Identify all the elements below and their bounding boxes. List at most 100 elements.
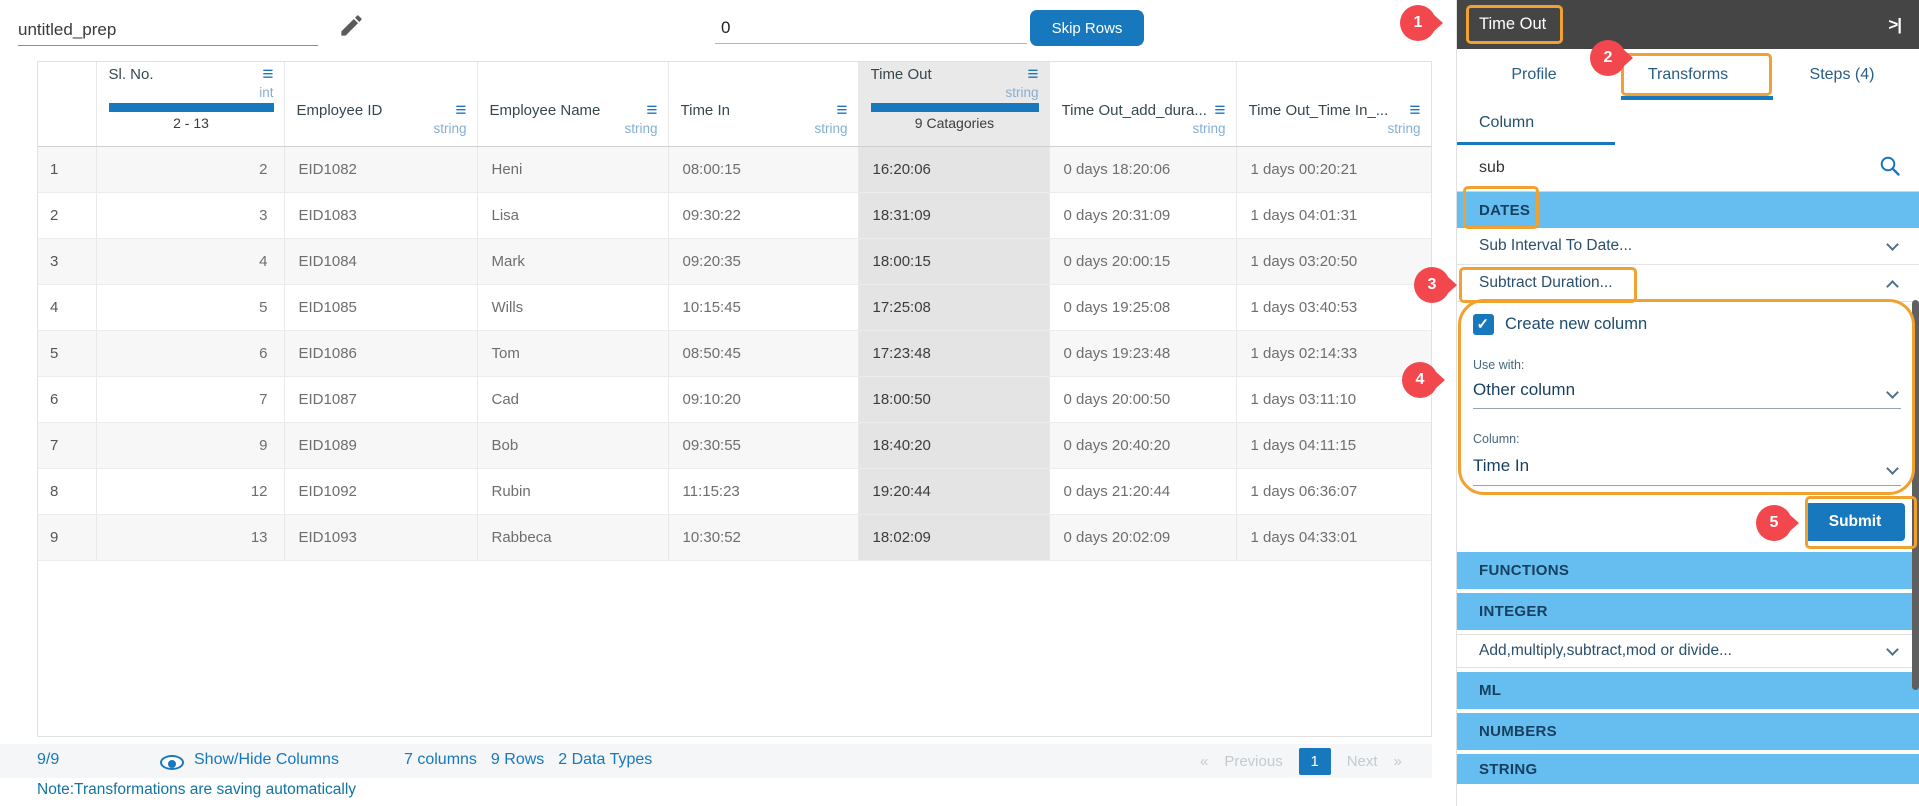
column-header-slno[interactable]: Sl. No. int 2 - 13 [96, 62, 285, 147]
skip-rows-input[interactable] [715, 12, 1027, 44]
show-hide-columns-link[interactable]: Show/Hide Columns [194, 751, 339, 768]
tab-profile[interactable]: Profile [1511, 65, 1557, 83]
column-menu-icon[interactable] [646, 104, 657, 118]
cell-time_out[interactable]: 18:00:15 [858, 238, 1050, 285]
cell-time_out[interactable]: 18:00:50 [858, 376, 1050, 423]
cell-employee_name[interactable]: Wills [477, 284, 669, 331]
column-menu-icon[interactable] [836, 104, 847, 118]
section-ml[interactable]: ML [1457, 672, 1919, 709]
cell-slno[interactable]: 9 [96, 422, 285, 469]
cell-time_out[interactable]: 19:20:44 [858, 468, 1050, 515]
eye-icon[interactable] [160, 755, 184, 770]
transform-sub-interval-to-date[interactable]: Sub Interval To Date... [1457, 228, 1919, 265]
cell-time_out_add_dura[interactable]: 0 days 20:00:50 [1049, 376, 1237, 423]
section-string[interactable]: STRING [1457, 754, 1919, 784]
cell-slno[interactable]: 2 [96, 146, 285, 193]
transform-subtract-duration[interactable]: Subtract Duration... [1457, 265, 1919, 302]
cell-time_out_add_dura[interactable]: 0 days 20:31:09 [1049, 192, 1237, 239]
cell-time_in[interactable]: 10:30:52 [668, 514, 859, 561]
column-header-employee-name[interactable]: Employee Name string [477, 62, 669, 147]
column-header-time-out[interactable]: Time Out string 9 Catagories [858, 62, 1050, 147]
cell-slno[interactable]: 7 [96, 376, 285, 423]
cell-slno[interactable]: 5 [96, 284, 285, 331]
cell-time_in[interactable]: 09:30:22 [668, 192, 859, 239]
column-menu-icon[interactable] [1027, 68, 1038, 82]
cell-employee_id[interactable]: EID1092 [284, 468, 478, 515]
tab-transforms[interactable]: Transforms [1647, 65, 1729, 83]
cell-employee_id[interactable]: EID1089 [284, 422, 478, 469]
cell-time_in[interactable]: 09:10:20 [668, 376, 859, 423]
last-page-arrow[interactable]: » [1393, 753, 1402, 770]
cell-time_out[interactable]: 16:20:06 [858, 146, 1050, 193]
cell-slno[interactable]: 6 [96, 330, 285, 377]
cell-time_in[interactable]: 09:20:35 [668, 238, 859, 285]
cell-time_in[interactable]: 08:50:45 [668, 330, 859, 377]
cell-employee_name[interactable]: Tom [477, 330, 669, 377]
transform-add-multiply[interactable]: Add,multiply,subtract,mod or divide... [1457, 634, 1919, 668]
cell-employee_name[interactable]: Cad [477, 376, 669, 423]
cell-time_out[interactable]: 18:40:20 [858, 422, 1050, 469]
cell-employee_id[interactable]: EID1085 [284, 284, 478, 331]
column-menu-icon[interactable] [1409, 104, 1420, 118]
cell-time_out_time_in[interactable]: 1 days 03:11:10 [1236, 376, 1431, 423]
cell-slno[interactable]: 12 [96, 468, 285, 515]
search-input[interactable] [1479, 159, 1879, 177]
column-menu-icon[interactable] [262, 68, 273, 82]
cell-time_out_time_in[interactable]: 1 days 00:20:21 [1236, 146, 1431, 193]
prep-name-input[interactable] [18, 14, 318, 46]
cell-time_out[interactable]: 18:02:09 [858, 514, 1050, 561]
cell-time_out_add_dura[interactable]: 0 days 18:20:06 [1049, 146, 1237, 193]
cell-employee_name[interactable]: Lisa [477, 192, 669, 239]
cell-time_out[interactable]: 17:23:48 [858, 330, 1050, 377]
column-header-time-out-add-dura[interactable]: Time Out_add_dura... string [1049, 62, 1237, 147]
cell-time_out_add_dura[interactable]: 0 days 20:00:15 [1049, 238, 1237, 285]
collapse-panel-icon[interactable]: >| [1888, 14, 1902, 34]
current-page[interactable]: 1 [1298, 748, 1331, 775]
search-icon[interactable] [1879, 155, 1901, 182]
column-menu-icon[interactable] [455, 104, 466, 118]
cell-time_in[interactable]: 08:00:15 [668, 146, 859, 193]
cell-time_out_time_in[interactable]: 1 days 06:36:07 [1236, 468, 1431, 515]
cell-slno[interactable]: 3 [96, 192, 285, 239]
cell-time_in[interactable]: 10:15:45 [668, 284, 859, 331]
section-functions[interactable]: FUNCTIONS [1457, 552, 1919, 589]
cell-time_out[interactable]: 18:31:09 [858, 192, 1050, 239]
cell-time_out_add_dura[interactable]: 0 days 19:25:08 [1049, 284, 1237, 331]
cell-employee_name[interactable]: Rabbeca [477, 514, 669, 561]
cell-employee_name[interactable]: Bob [477, 422, 669, 469]
previous-button[interactable]: Previous [1224, 753, 1283, 770]
cell-time_out_add_dura[interactable]: 0 days 19:23:48 [1049, 330, 1237, 377]
panel-scrollbar[interactable] [1912, 300, 1919, 690]
column-menu-icon[interactable] [1214, 104, 1225, 118]
cell-employee_id[interactable]: EID1083 [284, 192, 478, 239]
cell-time_out[interactable]: 17:25:08 [858, 284, 1050, 331]
submit-button[interactable]: Submit [1805, 503, 1905, 541]
first-page-arrow[interactable]: « [1200, 753, 1209, 770]
section-integer[interactable]: INTEGER [1457, 593, 1919, 630]
cell-time_out_time_in[interactable]: 1 days 04:01:31 [1236, 192, 1431, 239]
cell-time_in[interactable]: 09:30:55 [668, 422, 859, 469]
cell-employee_id[interactable]: EID1087 [284, 376, 478, 423]
cell-slno[interactable]: 13 [96, 514, 285, 561]
column-header-time-out-time-in[interactable]: Time Out_Time In_... string [1236, 62, 1431, 147]
cell-time_out_add_dura[interactable]: 0 days 21:20:44 [1049, 468, 1237, 515]
cell-time_out_add_dura[interactable]: 0 days 20:40:20 [1049, 422, 1237, 469]
column-select[interactable]: Time In [1473, 456, 1530, 475]
cell-time_out_time_in[interactable]: 1 days 02:14:33 [1236, 330, 1431, 377]
skip-rows-button[interactable]: Skip Rows [1030, 10, 1144, 46]
cell-time_out_time_in[interactable]: 1 days 03:40:53 [1236, 284, 1431, 331]
column-header-time-in[interactable]: Time In string [668, 62, 859, 147]
cell-time_out_time_in[interactable]: 1 days 04:33:01 [1236, 514, 1431, 561]
column-header-employee-id[interactable]: Employee ID string [284, 62, 478, 147]
cell-employee_id[interactable]: EID1093 [284, 514, 478, 561]
section-numbers[interactable]: NUMBERS [1457, 713, 1919, 750]
use-with-select[interactable]: Other column [1473, 380, 1576, 399]
cell-employee_name[interactable]: Mark [477, 238, 669, 285]
cell-employee_name[interactable]: Rubin [477, 468, 669, 515]
tab-column[interactable]: Column [1457, 100, 1919, 145]
cell-employee_id[interactable]: EID1082 [284, 146, 478, 193]
next-button[interactable]: Next [1346, 753, 1378, 770]
cell-employee_id[interactable]: EID1086 [284, 330, 478, 377]
cell-time_out_add_dura[interactable]: 0 days 20:02:09 [1049, 514, 1237, 561]
cell-employee_name[interactable]: Heni [477, 146, 669, 193]
